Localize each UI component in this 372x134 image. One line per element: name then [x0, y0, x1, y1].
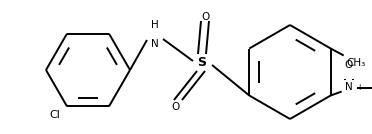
Text: O: O: [201, 12, 209, 22]
Text: CH₃: CH₃: [347, 59, 366, 68]
Text: N: N: [151, 39, 159, 49]
Text: Cl: Cl: [49, 110, 60, 120]
Text: O: O: [172, 102, 180, 112]
Text: N: N: [345, 83, 353, 92]
Text: H: H: [151, 20, 159, 30]
Text: +: +: [356, 83, 362, 92]
Text: S: S: [198, 57, 206, 70]
Text: O: O: [344, 59, 353, 70]
